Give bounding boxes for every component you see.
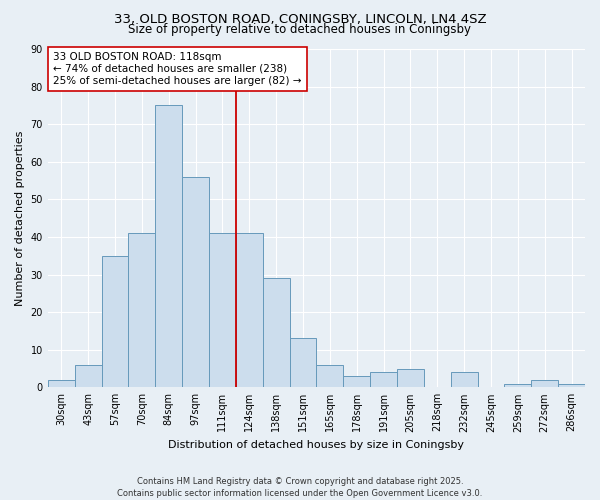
Bar [101, 256, 128, 388]
Text: Contains HM Land Registry data © Crown copyright and database right 2025.
Contai: Contains HM Land Registry data © Crown c… [118, 476, 482, 498]
Bar [316, 365, 343, 388]
Text: 33, OLD BOSTON ROAD, CONINGSBY, LINCOLN, LN4 4SZ: 33, OLD BOSTON ROAD, CONINGSBY, LINCOLN,… [113, 12, 487, 26]
Bar [290, 338, 316, 388]
Bar [531, 380, 558, 388]
X-axis label: Distribution of detached houses by size in Coningsby: Distribution of detached houses by size … [169, 440, 464, 450]
Bar [74, 365, 101, 388]
Bar [48, 380, 74, 388]
Bar [209, 233, 236, 388]
Bar [451, 372, 478, 388]
Bar [558, 384, 585, 388]
Bar [236, 233, 263, 388]
Bar [505, 384, 531, 388]
Bar [155, 106, 182, 388]
Bar [263, 278, 290, 388]
Bar [182, 177, 209, 388]
Y-axis label: Number of detached properties: Number of detached properties [15, 130, 25, 306]
Text: 33 OLD BOSTON ROAD: 118sqm
← 74% of detached houses are smaller (238)
25% of sem: 33 OLD BOSTON ROAD: 118sqm ← 74% of deta… [53, 52, 302, 86]
Bar [397, 368, 424, 388]
Bar [343, 376, 370, 388]
Bar [370, 372, 397, 388]
Text: Size of property relative to detached houses in Coningsby: Size of property relative to detached ho… [128, 22, 472, 36]
Bar [128, 233, 155, 388]
